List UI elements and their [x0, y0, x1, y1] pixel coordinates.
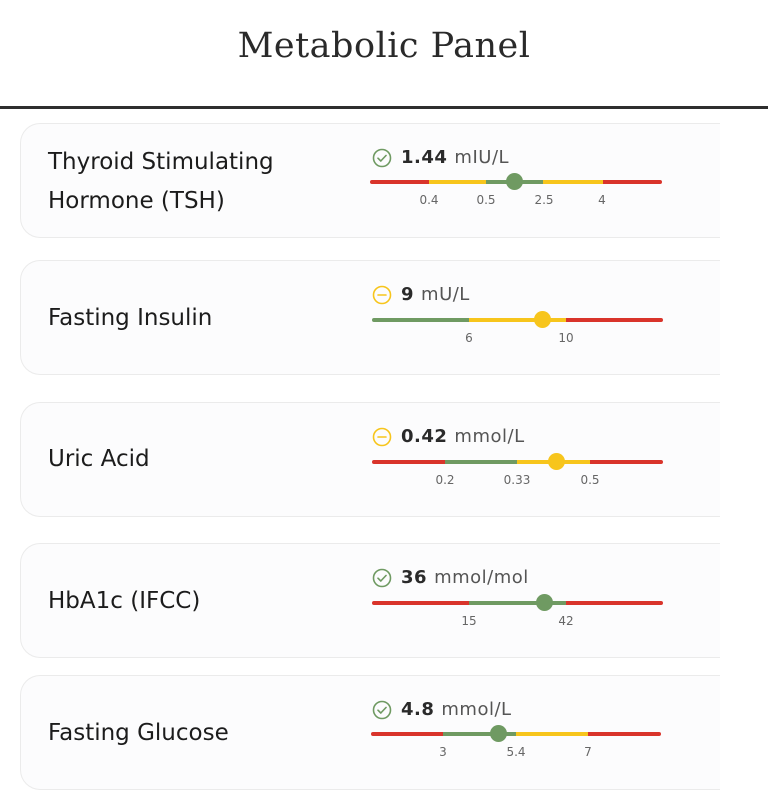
biomarker-unit: mmol/L — [441, 699, 512, 720]
tick-label: 3 — [439, 745, 447, 759]
range-segment — [603, 180, 662, 184]
range-bar: 15 42 — [372, 594, 663, 628]
header: Metabolic Panel — [0, 0, 768, 109]
range-bar: 0.2 0.33 0.5 — [372, 453, 663, 487]
biomarker-card-fasting-insulin[interactable]: Fasting Insulin 9 mU/L 6 10 — [20, 260, 720, 375]
biomarker-name: HbA1c (IFCC) — [48, 582, 348, 621]
value-marker — [490, 725, 507, 742]
biomarker-card-tsh[interactable]: Thyroid Stimulating Hormone (TSH) 1.44 m… — [20, 123, 720, 238]
biomarker-value: 4.8 — [401, 699, 435, 720]
page-title: Metabolic Panel — [237, 26, 531, 66]
tick-label: 0.33 — [503, 473, 531, 487]
value-row: 1.44 mIU/L — [372, 147, 509, 168]
range-segment — [372, 318, 469, 322]
biomarker-name-line1: Fasting Glucose — [48, 720, 229, 746]
range-bar: 3 5.4 7 — [371, 725, 661, 759]
tick-label: 6 — [465, 331, 473, 345]
range-segment — [566, 601, 663, 605]
value-row: 4.8 mmol/L — [372, 699, 512, 720]
biomarker-name: Uric Acid — [48, 440, 348, 479]
range-segment — [516, 732, 588, 736]
tick-label: 2.5 — [534, 193, 554, 207]
range-segment — [372, 460, 445, 464]
range-segment — [445, 460, 517, 464]
biomarker-name-line1: Thyroid Stimulating — [48, 149, 274, 175]
tick-label: 15 — [461, 614, 477, 628]
biomarker-card-fasting-glucose[interactable]: Fasting Glucose 4.8 mmol/L 3 5.4 7 — [20, 675, 720, 790]
tick-label: 4 — [598, 193, 606, 207]
value-marker — [548, 453, 565, 470]
biomarker-value: 0.42 — [401, 426, 448, 447]
biomarker-name-line1: Uric Acid — [48, 446, 150, 472]
biomarker-unit: mU/L — [421, 284, 470, 305]
value-row: 9 mU/L — [372, 284, 470, 305]
range-segment — [371, 732, 443, 736]
range-segment — [566, 318, 663, 322]
check-icon — [372, 148, 392, 168]
biomarker-unit: mIU/L — [454, 147, 510, 168]
value-marker — [536, 594, 553, 611]
check-icon — [372, 568, 392, 588]
biomarker-name: Fasting Glucose — [48, 714, 348, 753]
minus-circle-icon — [372, 427, 392, 447]
biomarker-name-line1: HbA1c (IFCC) — [48, 588, 201, 614]
biomarker-name-line1: Fasting Insulin — [48, 305, 213, 331]
minus-circle-icon — [372, 285, 392, 305]
value-row: 36 mmol/mol — [372, 567, 529, 588]
tick-label: 42 — [558, 614, 574, 628]
biomarker-card-hba1c[interactable]: HbA1c (IFCC) 36 mmol/mol 15 42 — [20, 543, 720, 658]
range-segment — [469, 318, 566, 322]
biomarker-unit: mmol/L — [454, 426, 525, 447]
biomarker-name-line2: Hormone (TSH) — [48, 188, 225, 214]
tick-label: 0.5 — [580, 473, 600, 487]
biomarker-unit: mmol/mol — [434, 567, 529, 588]
biomarker-card-uric-acid[interactable]: Uric Acid 0.42 mmol/L 0.2 0.33 0.5 — [20, 402, 720, 517]
range-segment — [372, 601, 469, 605]
range-bar: 0.4 0.5 2.5 4 — [370, 173, 662, 207]
biomarker-value: 9 — [401, 284, 415, 305]
range-segment — [469, 601, 566, 605]
biomarker-value: 36 — [401, 567, 428, 588]
range-segment — [443, 732, 516, 736]
range-bar: 6 10 — [372, 311, 663, 345]
range-segment — [590, 460, 663, 464]
tick-label: 0.5 — [476, 193, 496, 207]
biomarker-value: 1.44 — [401, 147, 448, 168]
value-marker — [506, 173, 523, 190]
tick-label: 7 — [584, 745, 592, 759]
range-segment — [429, 180, 486, 184]
tick-label: 0.4 — [419, 193, 439, 207]
range-segment — [543, 180, 603, 184]
tick-label: 0.2 — [435, 473, 455, 487]
range-segment — [588, 732, 661, 736]
check-icon — [372, 700, 392, 720]
range-segment — [370, 180, 429, 184]
value-marker — [534, 311, 551, 328]
biomarker-name: Thyroid Stimulating Hormone (TSH) — [48, 143, 348, 221]
tick-label: 10 — [558, 331, 574, 345]
biomarker-name: Fasting Insulin — [48, 299, 348, 338]
value-row: 0.42 mmol/L — [372, 426, 525, 447]
tick-label: 5.4 — [506, 745, 526, 759]
